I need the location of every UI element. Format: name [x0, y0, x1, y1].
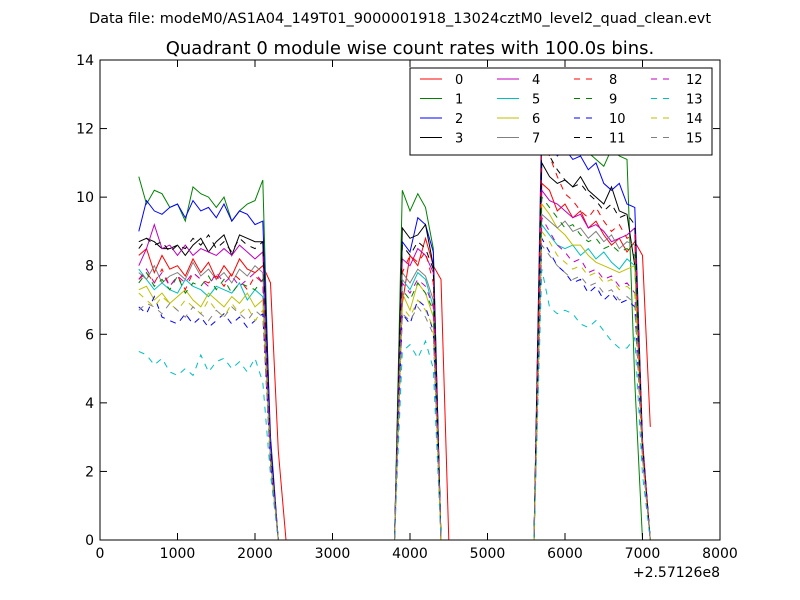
legend-label-9: 9: [609, 93, 617, 108]
legend-box: [409, 67, 713, 156]
y-tick-label: 14: [76, 53, 94, 69]
x-tick-label: 3000: [315, 546, 351, 562]
x-tick-label: 2000: [237, 546, 273, 562]
series-line-8: [138, 138, 651, 541]
y-tick-label: 12: [76, 122, 94, 138]
chart-title: Quadrant 0 module wise count rates with …: [166, 38, 655, 59]
legend-label-1: 1: [455, 93, 463, 108]
plot-area: 0 1000 2000 3000 4000 5000 6000 7000 80000246810…: [76, 53, 738, 581]
x-tick-label: 7000: [625, 546, 661, 562]
x-tick-label: 8000: [702, 546, 738, 562]
x-tick-label: 4000: [392, 546, 428, 562]
y-tick-label: 10: [76, 190, 94, 206]
legend-label-14: 14: [686, 112, 703, 127]
legend-label-13: 13: [686, 93, 703, 108]
y-tick-label: 0: [85, 533, 94, 549]
legend-label-4: 4: [532, 73, 540, 88]
y-tick-label: 6: [85, 327, 94, 343]
y-tick-label: 8: [85, 259, 94, 275]
x-tick-label: 0: [96, 546, 105, 562]
legend-label-5: 5: [532, 93, 540, 108]
data-file-label: Data file: modeM0/AS1A04_149T01_90000019…: [89, 11, 711, 27]
series-line-9: [138, 195, 651, 541]
series-line-13: [138, 269, 651, 541]
x-tick-label: 5000: [470, 546, 506, 562]
legend-label-7: 7: [532, 132, 540, 147]
legend-label-3: 3: [455, 132, 463, 147]
x-tick-label: 1000: [160, 546, 196, 562]
legend-label-8: 8: [609, 73, 617, 88]
x-tick-label: 6000: [547, 546, 583, 562]
legend-label-15: 15: [686, 132, 703, 147]
legend-label-2: 2: [455, 112, 463, 127]
legend-label-0: 0: [455, 73, 463, 88]
legend-label-12: 12: [686, 73, 703, 88]
x-offset-label: +2.57126e8: [633, 565, 720, 581]
y-tick-label: 4: [85, 396, 94, 412]
y-tick-label: 2: [85, 464, 94, 480]
legend-label-10: 10: [609, 112, 626, 127]
tick-layer: 0 1000 2000 3000 4000 5000 6000 7000 80000246810…: [76, 53, 738, 562]
series-line-15: [138, 243, 651, 541]
legend-label-6: 6: [532, 112, 540, 127]
series-line-10: [138, 236, 651, 541]
legend-label-11: 11: [609, 132, 626, 147]
series-line-11: [138, 144, 651, 541]
